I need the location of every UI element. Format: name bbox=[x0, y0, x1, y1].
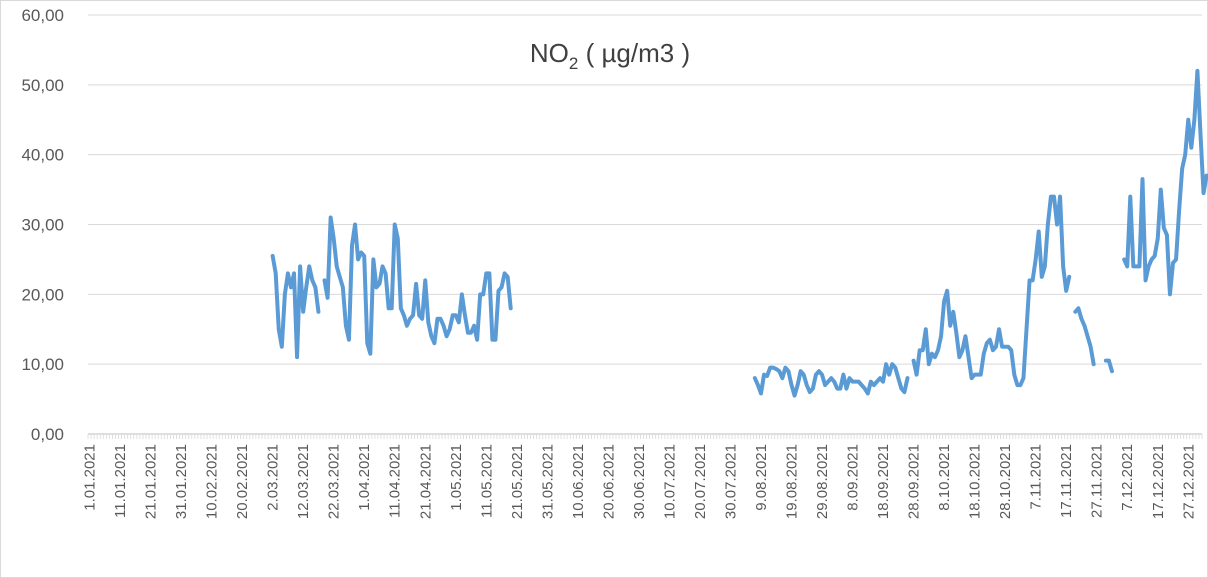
x-tick-label: 8.09.2021 bbox=[845, 444, 862, 511]
y-tick-label: 0,00 bbox=[31, 425, 64, 444]
series-line-segment bbox=[270, 253, 321, 360]
x-tick-label: 19.08.2021 bbox=[784, 444, 801, 519]
chart-title-main: NO bbox=[530, 38, 569, 68]
x-tick-label: 11.04.2021 bbox=[387, 444, 404, 518]
x-tick-label: 31.01.2021 bbox=[173, 444, 190, 519]
x-tick-label: 21.05.2021 bbox=[509, 444, 526, 519]
series-line-segment bbox=[752, 362, 910, 398]
x-tick-label: 30.07.2021 bbox=[722, 444, 739, 519]
x-tick-label: 11.01.2021 bbox=[112, 444, 129, 518]
series-line-segment bbox=[322, 215, 513, 356]
x-tick-label: 21.04.2021 bbox=[417, 444, 434, 519]
y-tick-label: 20,00 bbox=[21, 285, 64, 304]
x-tick-label: 20.06.2021 bbox=[600, 444, 617, 519]
x-tick-label: 27.12.2021 bbox=[1180, 444, 1197, 519]
series-line-segment bbox=[1122, 68, 1208, 297]
x-tick-label: 31.05.2021 bbox=[539, 444, 556, 519]
x-tick-label: 7.11.2021 bbox=[1028, 444, 1045, 510]
chart-title: NO2 ( µg/m3 ) bbox=[530, 38, 690, 73]
x-axis-day-ticks bbox=[87, 434, 1203, 439]
x-tick-label: 27.11.2021 bbox=[1089, 444, 1106, 518]
x-tick-label: 30.06.2021 bbox=[631, 444, 648, 519]
x-tick-label: 12.03.2021 bbox=[295, 444, 312, 519]
x-tick-label: 20.07.2021 bbox=[692, 444, 709, 519]
y-tick-label: 60,00 bbox=[21, 6, 64, 25]
y-axis-tick-labels: 0,00 10,00 20,00 30,00 40,00 50,00 60,00 bbox=[21, 6, 64, 444]
x-tick-label: 28.09.2021 bbox=[906, 444, 923, 519]
gridlines bbox=[88, 14, 1202, 435]
y-tick-label: 30,00 bbox=[21, 216, 64, 235]
series-line-segment bbox=[1103, 358, 1114, 374]
y-tick-label: 50,00 bbox=[21, 76, 64, 95]
x-tick-label: 21.01.2021 bbox=[143, 444, 160, 519]
y-tick-label: 40,00 bbox=[21, 146, 64, 165]
chart-title-suffix: ( µg/m3 ) bbox=[578, 38, 690, 68]
x-tick-label: 11.05.2021 bbox=[478, 444, 495, 518]
x-tick-label: 29.08.2021 bbox=[814, 444, 831, 519]
x-tick-label: 10.02.2021 bbox=[204, 444, 221, 519]
x-tick-label: 20.02.2021 bbox=[234, 444, 251, 519]
x-tick-label: 18.10.2021 bbox=[967, 444, 984, 519]
x-axis-ticks bbox=[87, 434, 1203, 439]
x-tick-label: 22.03.2021 bbox=[326, 444, 343, 519]
x-tick-label: 10.06.2021 bbox=[570, 444, 587, 519]
x-tick-label: 9.08.2021 bbox=[753, 444, 770, 511]
x-tick-label: 18.09.2021 bbox=[875, 444, 892, 519]
series-line-segment bbox=[1073, 306, 1096, 367]
chart-title-subscript: 2 bbox=[569, 54, 578, 73]
x-tick-label: 17.12.2021 bbox=[1150, 444, 1167, 519]
x-tick-label: 17.11.2021 bbox=[1058, 444, 1075, 518]
x-tick-label: 10.07.2021 bbox=[661, 444, 678, 519]
x-tick-label: 28.10.2021 bbox=[997, 444, 1014, 519]
series-line-segment bbox=[911, 194, 1072, 388]
x-axis-tick-labels: 1.01.2021 11.01.2021 21.01.2021 31.01.2021 1… bbox=[82, 444, 1198, 519]
x-tick-label: 8.10.2021 bbox=[936, 444, 953, 511]
x-tick-label: 1.01.2021 bbox=[82, 444, 99, 511]
series-no2 bbox=[270, 68, 1208, 398]
x-tick-label: 2.03.2021 bbox=[265, 444, 282, 511]
y-tick-label: 10,00 bbox=[21, 355, 64, 374]
x-tick-label: 1.05.2021 bbox=[448, 444, 465, 511]
x-tick-label: 7.12.2021 bbox=[1119, 444, 1136, 511]
x-tick-label: 1.04.2021 bbox=[356, 444, 373, 511]
